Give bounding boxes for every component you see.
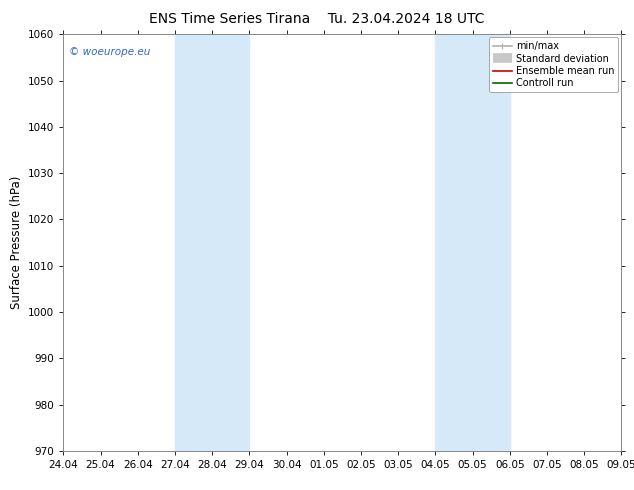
Text: ENS Time Series Tirana    Tu. 23.04.2024 18 UTC: ENS Time Series Tirana Tu. 23.04.2024 18…	[149, 12, 485, 26]
Legend: min/max, Standard deviation, Ensemble mean run, Controll run: min/max, Standard deviation, Ensemble me…	[489, 37, 618, 92]
Text: © woeurope.eu: © woeurope.eu	[69, 47, 150, 57]
Y-axis label: Surface Pressure (hPa): Surface Pressure (hPa)	[10, 176, 23, 309]
Bar	[175, 34, 249, 451]
Bar	[436, 34, 510, 451]
